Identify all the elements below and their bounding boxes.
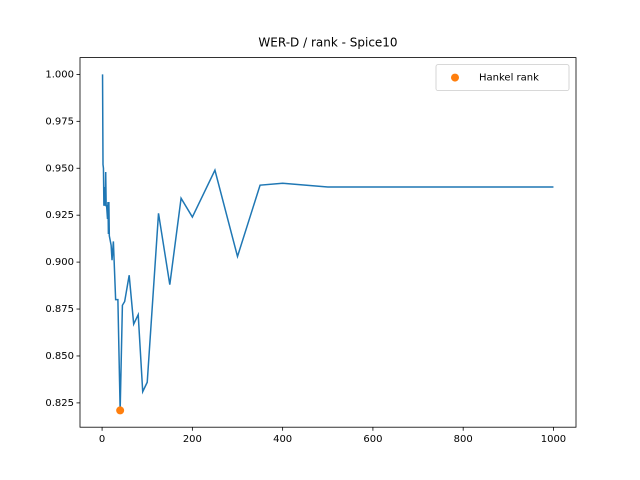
legend-marker bbox=[451, 73, 459, 82]
y-tick-label: 0.825 bbox=[45, 398, 74, 409]
x-tick-label: 1000 bbox=[541, 434, 566, 445]
x-tick-label: 400 bbox=[273, 434, 292, 445]
x-tick-label: 600 bbox=[363, 434, 382, 445]
y-tick-label: 0.975 bbox=[45, 116, 74, 127]
x-tick-label: 800 bbox=[454, 434, 473, 445]
y-tick-label: 0.875 bbox=[45, 304, 74, 315]
y-tick-label: 0.950 bbox=[45, 163, 74, 174]
x-tick-label: 0 bbox=[99, 434, 105, 445]
chart-title: WER-D / rank - Spice10 bbox=[258, 36, 397, 50]
x-tick-label: 200 bbox=[183, 434, 202, 445]
legend-box bbox=[435, 64, 570, 91]
marker bbox=[116, 406, 125, 415]
y-tick-label: 0.925 bbox=[45, 210, 74, 221]
y-tick-label: 0.850 bbox=[45, 351, 74, 362]
y-tick-label: 0.900 bbox=[45, 257, 74, 268]
line bbox=[101, 74, 554, 411]
axes-frame bbox=[79, 57, 577, 428]
legend-label: Hankel rank bbox=[479, 73, 539, 84]
y-tick-label: 1.000 bbox=[45, 69, 74, 80]
